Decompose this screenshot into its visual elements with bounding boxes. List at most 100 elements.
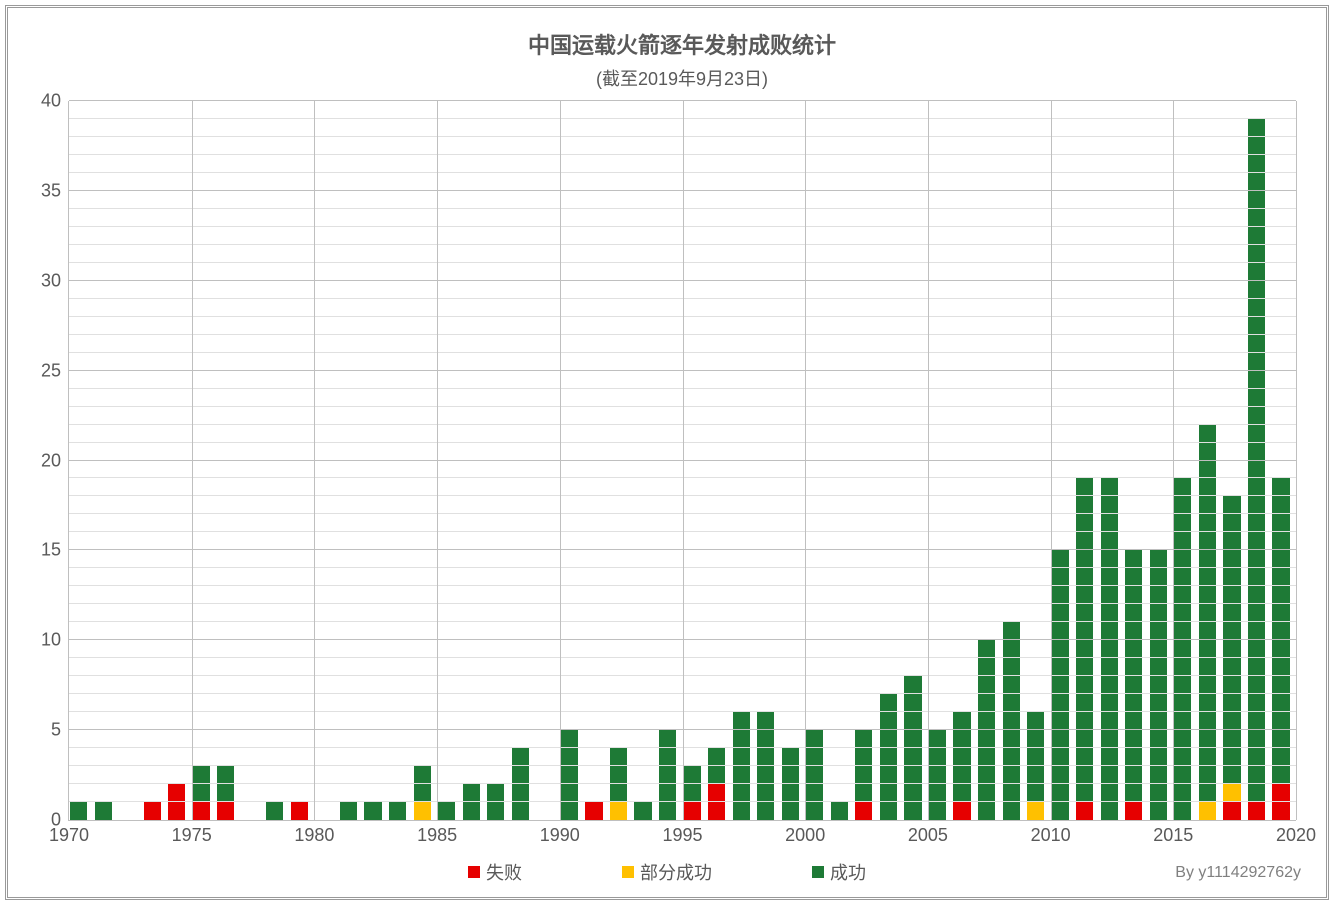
x-axis-label: 1980: [294, 825, 334, 846]
y-axis-label: 40: [41, 91, 61, 112]
y-axis-label: 30: [41, 270, 61, 291]
bar-1981: [340, 802, 357, 820]
bar-2011: [1076, 478, 1093, 820]
bar-2015: [1174, 478, 1191, 820]
bar-2001: [831, 802, 848, 820]
bar-1995: [684, 766, 701, 820]
bar-segment: [855, 802, 872, 820]
bar-segment: [610, 802, 627, 820]
bar-segment: [364, 802, 381, 820]
bar-segment: [585, 802, 602, 820]
bar-1984: [414, 766, 431, 820]
y-axis-label: 5: [51, 720, 61, 741]
bar-segment: [291, 802, 308, 820]
bar-segment: [1272, 478, 1289, 784]
bar-1985: [438, 802, 455, 820]
bar-segment: [1199, 424, 1216, 802]
bar-segment: [1248, 802, 1265, 820]
chart-container: 中国运载火箭逐年发射成败统计 (截至2019年9月23日) 0510152025…: [5, 5, 1329, 900]
gridline-v: [805, 101, 806, 820]
bar-segment: [1223, 802, 1240, 820]
bar-segment: [1003, 622, 1020, 820]
y-axis-label: 10: [41, 630, 61, 651]
bar-segment: [1223, 784, 1240, 802]
bar-1994: [659, 730, 676, 820]
bar-segment: [831, 802, 848, 820]
legend-label: 失败: [486, 859, 522, 885]
bar-segment: [70, 802, 87, 820]
gridline-v: [192, 101, 193, 820]
bar-segment: [953, 712, 970, 802]
bar-segment: [1076, 802, 1093, 820]
bar-2012: [1101, 478, 1118, 820]
x-axis-label: 1995: [662, 825, 702, 846]
bar-2010: [1052, 550, 1069, 820]
x-axis-label: 2005: [908, 825, 948, 846]
legend-swatch: [468, 866, 480, 878]
gridline-v: [928, 101, 929, 820]
bar-2013: [1125, 550, 1142, 820]
bar-1978: [266, 802, 283, 820]
gridline-v: [683, 101, 684, 820]
bar-segment: [144, 802, 161, 820]
legend-label: 成功: [830, 859, 866, 885]
bar-1970: [70, 802, 87, 820]
bar-segment: [1101, 478, 1118, 820]
bar-segment: [561, 730, 578, 820]
plot-area: 0510152025303540197019751980198519901995…: [68, 101, 1296, 821]
gridline-v: [1296, 101, 1297, 820]
x-axis-label: 1975: [172, 825, 212, 846]
x-axis-label: 2000: [785, 825, 825, 846]
bar-1973: [144, 802, 161, 820]
bar-2005: [929, 730, 946, 820]
bar-segment: [1199, 802, 1216, 820]
bar-1991: [585, 802, 602, 820]
bar-segment: [1027, 712, 1044, 802]
x-axis-label: 2015: [1153, 825, 1193, 846]
bar-segment: [340, 802, 357, 820]
gridline-v: [1051, 101, 1052, 820]
legend-item-success: 成功: [812, 859, 866, 885]
x-axis-label: 2010: [1031, 825, 1071, 846]
bar-segment: [389, 802, 406, 820]
legend-item-partial: 部分成功: [622, 859, 712, 885]
gridline-v: [437, 101, 438, 820]
bar-2000: [806, 730, 823, 820]
bar-2014: [1150, 550, 1167, 820]
bar-1993: [634, 802, 651, 820]
bar-1979: [291, 802, 308, 820]
chart-title: 中国运载火箭逐年发射成败统计: [68, 28, 1296, 60]
bar-segment: [1027, 802, 1044, 820]
gridline-v: [314, 101, 315, 820]
bar-2002: [855, 730, 872, 820]
bar-segment: [1125, 802, 1142, 820]
bar-segment: [438, 802, 455, 820]
bar-segment: [659, 730, 676, 820]
bar-1983: [389, 802, 406, 820]
bar-2008: [1003, 622, 1020, 820]
bar-segment: [414, 802, 431, 820]
x-axis-label: 1970: [49, 825, 89, 846]
x-axis-label: 1990: [540, 825, 580, 846]
y-axis-label: 25: [41, 360, 61, 381]
bar-segment: [806, 730, 823, 820]
legend-swatch: [812, 866, 824, 878]
bar-segment: [1174, 478, 1191, 820]
y-axis-label: 15: [41, 540, 61, 561]
chart-subtitle: (截至2019年9月23日): [68, 65, 1296, 91]
x-axis-label: 2020: [1276, 825, 1316, 846]
y-axis-label: 20: [41, 450, 61, 471]
bar-segment: [610, 748, 627, 802]
legend-label: 部分成功: [640, 859, 712, 885]
bar-2019: [1272, 478, 1289, 820]
legend-item-fail: 失败: [468, 859, 522, 885]
bar-1971: [95, 802, 112, 820]
bar-segment: [1052, 550, 1069, 820]
bar-segment: [929, 730, 946, 820]
legend: 失败 部分成功 成功: [8, 859, 1326, 885]
bar-segment: [634, 802, 651, 820]
legend-swatch: [622, 866, 634, 878]
bar-1982: [364, 802, 381, 820]
y-axis-label: 35: [41, 180, 61, 201]
gridline-v: [560, 101, 561, 820]
